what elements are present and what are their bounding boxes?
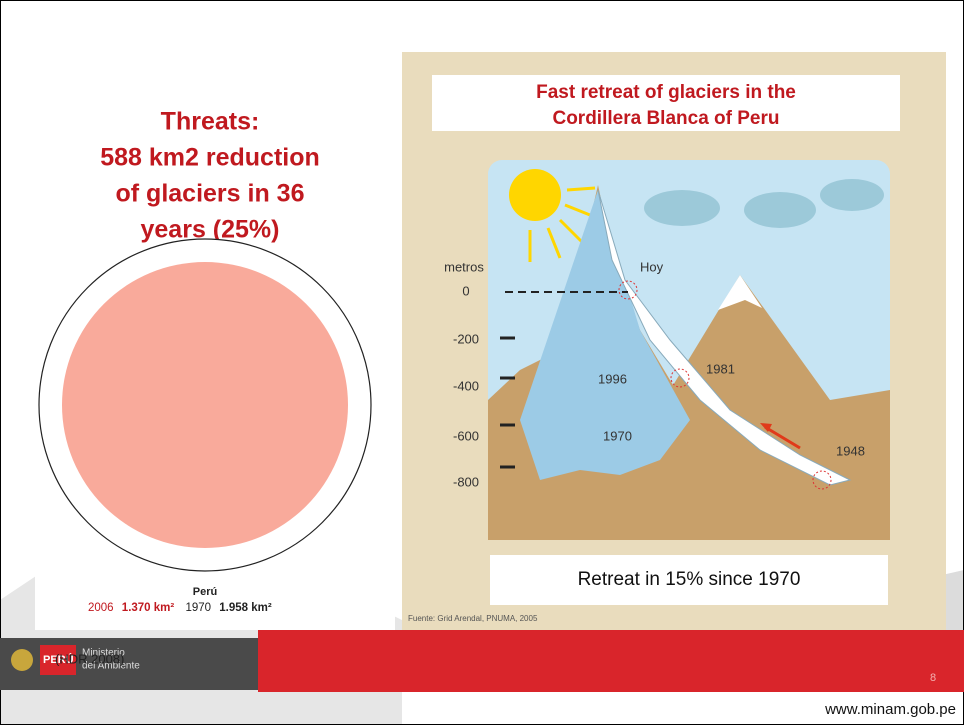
- slide: Threats: 588 km2 reduction of glaciers in …: [0, 0, 964, 725]
- caption: Retreat in 15% since 1970: [578, 569, 801, 590]
- stage-label: 1948: [836, 443, 865, 458]
- citation: (HDR 2008): [55, 651, 124, 666]
- heading-line: of glaciers in 36: [116, 180, 305, 208]
- legend-area: 1.370 km²: [122, 602, 175, 614]
- axis-title: metros: [444, 259, 484, 274]
- axis-label: -200: [453, 331, 479, 346]
- source: Fuente: Grid Arendal, PNUMA, 2005: [408, 614, 538, 623]
- title-line: Fast retreat of glaciers in the: [536, 82, 796, 103]
- legend-area: 1.958 km²: [219, 602, 272, 614]
- stage-label: 1981: [706, 361, 735, 376]
- stage-label: Hoy: [640, 259, 664, 274]
- page-number: 8: [930, 672, 936, 684]
- stage-label: 1996: [598, 371, 627, 386]
- legend-year: 2006: [88, 602, 114, 614]
- legend-year: 1970: [185, 602, 211, 614]
- sun: [509, 169, 561, 221]
- glacier-area: [62, 262, 348, 548]
- heading-line: 588 km2 reduction: [100, 144, 320, 172]
- emblem: [11, 649, 33, 671]
- map-label: Perú: [193, 586, 217, 598]
- axis-label: -800: [453, 474, 479, 489]
- heading-line: Threats:: [161, 108, 260, 136]
- axis-label: -600: [453, 428, 479, 443]
- stage-label: 1970: [603, 428, 632, 443]
- url: www.minam.gob.pe: [824, 701, 956, 718]
- axis-label: 0: [462, 283, 469, 298]
- axis-label: -400: [453, 378, 479, 393]
- footer-red: [258, 630, 964, 692]
- title-line: Cordillera Blanca of Peru: [552, 108, 779, 129]
